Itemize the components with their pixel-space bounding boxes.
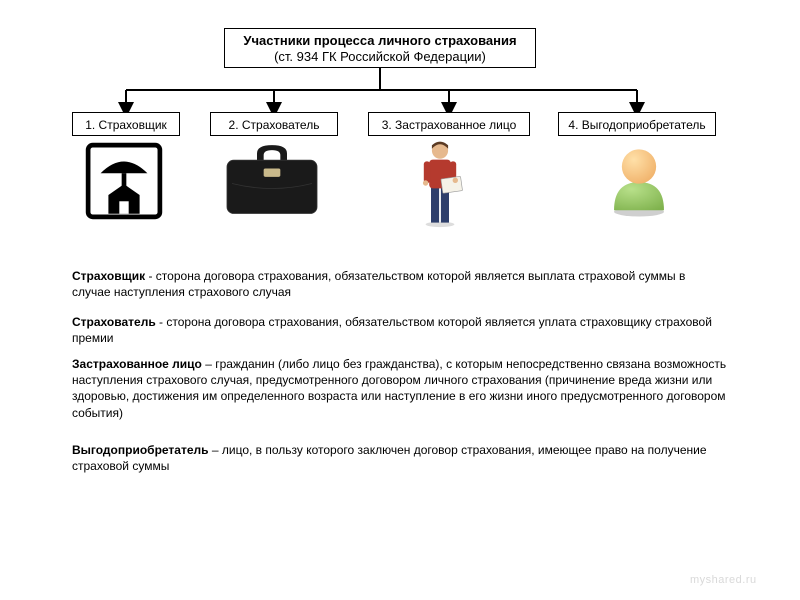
title-line-2: (ст. 934 ГК Российской Федерации) — [235, 49, 525, 65]
definition-text: - сторона договора страхования, обязател… — [72, 269, 685, 299]
person-papers-icon — [410, 138, 470, 228]
definition-term: Страхователь — [72, 315, 156, 329]
definition-term: Выгодоприобретатель — [72, 443, 209, 457]
definition-strahovshchik: Страховщик - сторона договора страховани… — [72, 268, 712, 300]
watermark: myshared.ru — [690, 574, 757, 586]
title-line-1: Участники процесса личного страхования — [235, 33, 525, 49]
briefcase-icon — [222, 142, 322, 220]
title-box: Участники процесса личного страхования (… — [224, 28, 536, 68]
definition-text: - сторона договора страхования, обязател… — [72, 315, 712, 345]
definition-zastrahovannoe: Застрахованное лицо – гражданин (либо ли… — [72, 356, 732, 421]
node-strahovatel: 2. Страхователь — [210, 112, 338, 136]
definition-term: Застрахованное лицо — [72, 357, 202, 371]
definition-vygodopriobretatel: Выгодоприобретатель – лицо, в пользу кот… — [72, 442, 712, 474]
umbrella-house-icon — [85, 142, 163, 220]
node-vygodopriobretatel: 4. Выгодоприобретатель — [558, 112, 716, 136]
definition-term: Страховщик — [72, 269, 145, 283]
node-strahovshchik: 1. Страховщик — [72, 112, 180, 136]
definition-strahovatel: Страхователь - сторона договора страхова… — [72, 314, 712, 346]
node-zastrahovannoe: 3. Застрахованное лицо — [368, 112, 530, 136]
user-icon — [600, 140, 678, 218]
